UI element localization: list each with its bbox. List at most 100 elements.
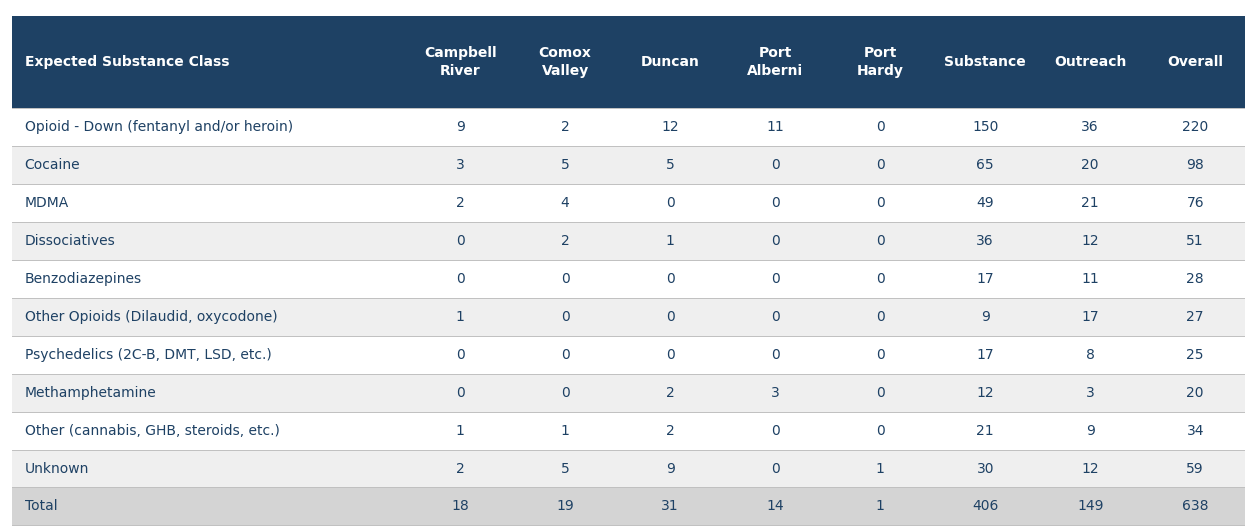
Text: 0: 0 (875, 234, 884, 248)
Bar (407, 184, 513, 222)
Text: Campbell
River: Campbell River (423, 46, 497, 77)
Text: 8: 8 (1086, 348, 1094, 362)
Bar (12, 374, 407, 412)
Text: Benzodiazepines: Benzodiazepines (25, 272, 142, 286)
Bar (1037, 108, 1143, 146)
Text: 0: 0 (456, 234, 464, 248)
Text: 0: 0 (666, 348, 675, 362)
Bar (12, 412, 407, 450)
Bar (1037, 298, 1143, 336)
Text: 2: 2 (560, 120, 569, 134)
Bar (722, 412, 828, 450)
Bar (1037, 222, 1143, 260)
Text: 2: 2 (456, 196, 464, 210)
Bar (618, 336, 722, 374)
Text: Psychedelics (2C-B, DMT, LSD, etc.): Psychedelics (2C-B, DMT, LSD, etc.) (25, 348, 271, 362)
Bar (1037, 146, 1143, 184)
Bar (1037, 260, 1143, 298)
Text: 1: 1 (666, 234, 675, 248)
Bar (1037, 374, 1143, 412)
Text: 3: 3 (1086, 386, 1094, 399)
Bar (12, 298, 407, 336)
Text: 1: 1 (560, 424, 570, 437)
Bar (933, 16, 1037, 108)
Text: 0: 0 (875, 348, 884, 362)
Text: 31: 31 (661, 500, 679, 513)
Text: 51: 51 (1186, 234, 1204, 248)
Bar (722, 222, 828, 260)
Text: Comox
Valley: Comox Valley (539, 46, 591, 77)
Text: 0: 0 (666, 196, 675, 210)
Bar (828, 222, 933, 260)
Text: 12: 12 (661, 120, 679, 134)
Text: 9: 9 (1086, 424, 1094, 437)
Text: 149: 149 (1077, 500, 1103, 513)
Bar (722, 260, 828, 298)
Bar (1037, 487, 1143, 525)
Bar (828, 487, 933, 525)
Bar (407, 450, 513, 487)
Text: 28: 28 (1186, 272, 1204, 286)
Text: Total: Total (25, 500, 57, 513)
Bar (933, 450, 1037, 487)
Bar (1143, 374, 1245, 412)
Bar (12, 184, 407, 222)
Bar (618, 108, 722, 146)
Bar (618, 222, 722, 260)
Bar (513, 222, 618, 260)
Text: Expected Substance Class: Expected Substance Class (25, 55, 229, 69)
Bar (828, 412, 933, 450)
Text: 0: 0 (560, 310, 569, 324)
Bar (828, 336, 933, 374)
Bar (1143, 336, 1245, 374)
Bar (722, 487, 828, 525)
Text: 0: 0 (771, 196, 779, 210)
Bar (933, 222, 1037, 260)
Bar (1037, 184, 1143, 222)
Text: 0: 0 (666, 272, 675, 286)
Bar (407, 260, 513, 298)
Bar (1143, 184, 1245, 222)
Text: 0: 0 (560, 348, 569, 362)
Text: 0: 0 (875, 272, 884, 286)
Bar (513, 108, 618, 146)
Text: 27: 27 (1186, 310, 1204, 324)
Bar (513, 487, 618, 525)
Text: 0: 0 (875, 310, 884, 324)
Bar (513, 412, 618, 450)
Text: 0: 0 (771, 272, 779, 286)
Text: 1: 1 (875, 462, 885, 475)
Bar (1143, 450, 1245, 487)
Bar (12, 108, 407, 146)
Text: 9: 9 (981, 310, 990, 324)
Bar (12, 336, 407, 374)
Text: 2: 2 (560, 234, 569, 248)
Text: Port
Hardy: Port Hardy (857, 46, 904, 77)
Text: 20: 20 (1082, 158, 1099, 172)
Bar (513, 336, 618, 374)
Text: 17: 17 (976, 272, 994, 286)
Text: 0: 0 (875, 120, 884, 134)
Bar (828, 184, 933, 222)
Bar (722, 108, 828, 146)
Bar (933, 260, 1037, 298)
Text: 34: 34 (1186, 424, 1204, 437)
Bar (618, 16, 722, 108)
Text: 0: 0 (875, 424, 884, 437)
Bar (618, 450, 722, 487)
Bar (513, 298, 618, 336)
Text: 18: 18 (451, 500, 469, 513)
Bar (618, 412, 722, 450)
Text: 638: 638 (1182, 500, 1209, 513)
Text: 2: 2 (666, 424, 675, 437)
Bar (933, 108, 1037, 146)
Bar (1143, 16, 1245, 108)
Text: 0: 0 (771, 424, 779, 437)
Bar (1143, 108, 1245, 146)
Bar (407, 374, 513, 412)
Text: 0: 0 (771, 348, 779, 362)
Text: 36: 36 (976, 234, 994, 248)
Bar (513, 260, 618, 298)
Bar (407, 487, 513, 525)
Bar (933, 374, 1037, 412)
